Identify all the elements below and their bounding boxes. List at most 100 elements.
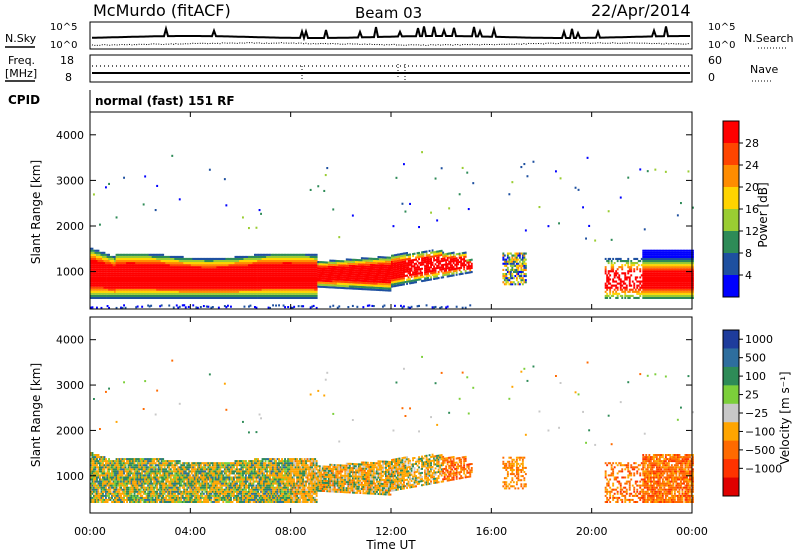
heatmap-cell [204, 266, 207, 269]
heatmap-cell [174, 260, 177, 263]
heatmap-cell [109, 282, 112, 285]
heatmap-cell [284, 284, 286, 287]
heatmap-cell [249, 282, 252, 285]
heatmap-cell [172, 274, 175, 277]
heatmap-cell [123, 276, 125, 279]
heatmap-cell [192, 274, 195, 277]
heatmap-cell [366, 271, 369, 274]
heatmap-cell [198, 294, 201, 297]
heatmap-cell [108, 280, 110, 283]
heatmap-cell [227, 294, 229, 297]
heatmap-cell [217, 268, 220, 271]
heatmap-cell [217, 288, 220, 291]
heatmap-cell [245, 268, 247, 271]
heatmap-cell [285, 296, 288, 299]
heatmap-cell [136, 260, 139, 263]
heatmap-cell [341, 286, 344, 289]
heatmap-cell [120, 272, 122, 275]
heatmap-cell [109, 294, 112, 297]
heatmap-cell [225, 268, 228, 271]
heatmap-cell [208, 257, 211, 260]
heatmap-cell [341, 266, 344, 269]
heatmap-cell [121, 290, 124, 293]
heatmap-cell [336, 280, 339, 283]
heatmap-cell [230, 262, 232, 265]
heatmap-cell [284, 264, 286, 267]
heatmap-cell [260, 212, 262, 215]
heatmap-cell [171, 154, 174, 157]
heatmap-cell [273, 276, 276, 279]
heatmap-cell [305, 262, 308, 265]
heatmap-cell [190, 270, 193, 273]
heatmap-cell [270, 288, 273, 291]
heatmap-cell [252, 257, 255, 260]
heatmap-cell [223, 178, 226, 181]
heatmap-cell [145, 284, 148, 287]
heatmap-cell [427, 270, 429, 273]
heatmap-cell [400, 269, 402, 272]
heatmap-cell [395, 280, 398, 283]
heatmap-cell [383, 274, 386, 277]
heatmap-cell [186, 296, 189, 299]
heatmap-cell [138, 264, 141, 267]
heatmap-cell [386, 281, 389, 284]
heatmap-cell [217, 292, 220, 295]
heatmap-cell [309, 257, 312, 260]
heatmap-cell [267, 257, 270, 260]
heatmap-cell [508, 252, 511, 255]
heatmap-cell [112, 282, 115, 285]
heatmap-cell [214, 292, 217, 295]
heatmap-cell [202, 270, 205, 273]
heatmap-cell [156, 262, 159, 265]
heatmap-cell [610, 268, 613, 271]
heatmap-cell [138, 270, 141, 273]
heatmap-cell [133, 268, 136, 271]
heatmap-cell [403, 305, 405, 308]
heatmap-cell [115, 268, 118, 271]
heatmap-cell [184, 272, 187, 275]
heatmap-cell [120, 292, 122, 295]
heatmap-cell [115, 296, 118, 299]
heatmap-cell [243, 282, 246, 285]
heatmap-cell [223, 294, 226, 297]
heatmap-cell [193, 257, 196, 260]
heatmap-cell [255, 264, 258, 267]
heatmap-cell [442, 268, 445, 271]
heatmap-cell [320, 261, 323, 264]
heatmap-cell [189, 274, 192, 277]
heatmap-cell [193, 292, 196, 295]
heatmap-cell [193, 264, 196, 267]
heatmap-cell [121, 296, 124, 299]
heatmap-cell [156, 284, 159, 287]
heatmap-cell [153, 274, 156, 277]
heatmap-cell [148, 257, 151, 260]
heatmap-cell [118, 260, 121, 263]
heatmap-cell [198, 257, 201, 260]
heatmap-cell [341, 280, 344, 283]
heatmap-cell [363, 267, 366, 270]
heatmap-cell [178, 284, 181, 287]
heatmap-cell [398, 284, 401, 287]
heatmap-cell [252, 278, 255, 281]
heatmap-cell [199, 284, 202, 287]
heatmap-cell [428, 249, 431, 252]
heatmap-cell [388, 256, 390, 259]
heatmap-cell [305, 276, 308, 279]
heatmap-cell [372, 278, 375, 281]
heatmap-cell [135, 294, 138, 297]
heatmap-cell [237, 262, 240, 265]
heatmap-cell [198, 276, 201, 279]
heatmap-cell [120, 282, 122, 285]
heatmap-cell [165, 288, 168, 291]
heatmap-cell [207, 264, 210, 267]
heatmap-cell [93, 278, 95, 281]
heatmap-cell [604, 296, 607, 299]
heatmap-cell [324, 281, 327, 284]
heatmap-cell [430, 255, 432, 258]
heatmap-cell [339, 264, 342, 267]
heatmap-cell [344, 287, 347, 290]
heatmap-cell [425, 262, 428, 265]
heatmap-cell [440, 276, 443, 279]
heatmap-cell [93, 249, 95, 252]
heatmap-cell [109, 260, 112, 263]
